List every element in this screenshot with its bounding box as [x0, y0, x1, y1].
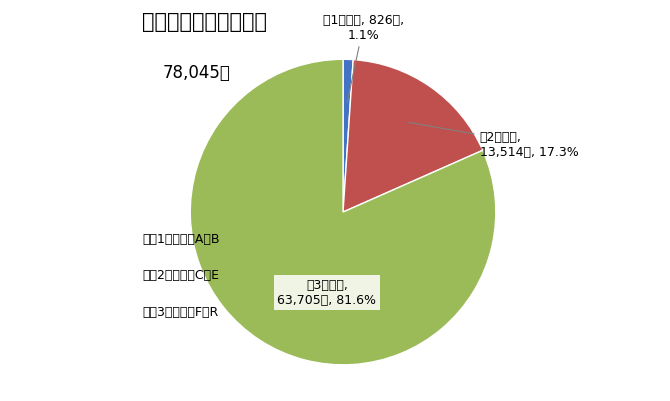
Wedge shape — [190, 60, 496, 365]
Wedge shape — [343, 60, 353, 213]
Text: ・第2次産業：C～E: ・第2次産業：C～E — [142, 269, 219, 282]
Text: 78,045人: 78,045人 — [162, 64, 230, 82]
Text: 産業別従業者数・割合: 産業別従業者数・割合 — [142, 12, 267, 32]
Text: ・第1次産業：A～B: ・第1次産業：A～B — [142, 233, 220, 245]
Text: 第1次産業, 826人,
1.1%: 第1次産業, 826人, 1.1% — [322, 14, 404, 103]
Wedge shape — [343, 61, 483, 213]
Text: ・第3次産業：F～R: ・第3次産業：F～R — [142, 305, 218, 318]
Text: 第2次産業,
13,514人, 17.3%: 第2次産業, 13,514人, 17.3% — [409, 123, 578, 158]
Text: 第3次産業,
63,705人, 81.6%: 第3次産業, 63,705人, 81.6% — [277, 279, 377, 307]
